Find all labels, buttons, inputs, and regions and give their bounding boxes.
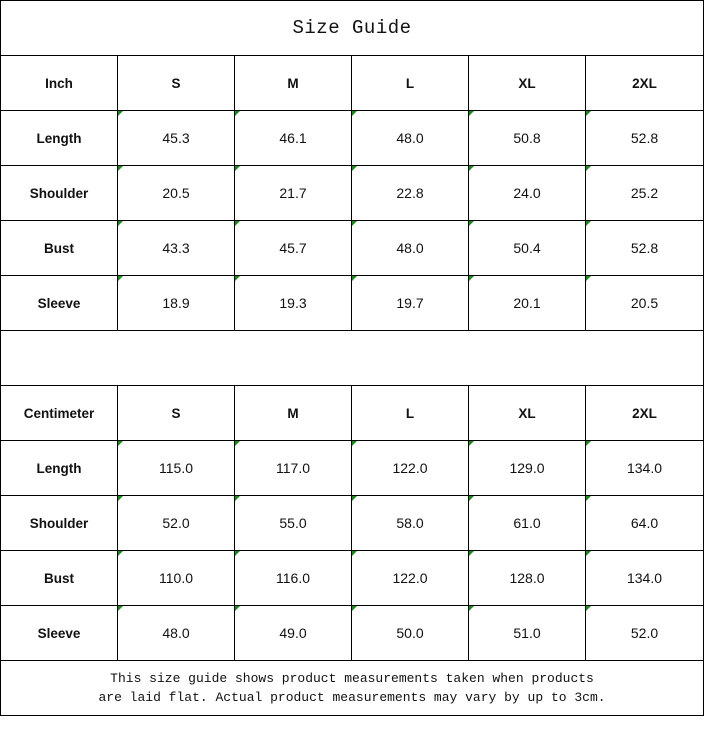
size-header: L — [351, 55, 469, 111]
row-label: Shoulder — [0, 165, 118, 221]
measurement-cell: 43.3 — [117, 220, 235, 276]
table-row: Bust 43.3 45.7 48.0 50.4 52.8 — [0, 220, 704, 276]
measurement-cell: 20.1 — [468, 275, 586, 331]
table-row: Length 115.0 117.0 122.0 129.0 134.0 — [0, 440, 704, 496]
measurement-cell: 48.0 — [351, 220, 469, 276]
note-line-2: are laid flat. Actual product measuremen… — [98, 690, 606, 705]
measurement-cell: 48.0 — [117, 605, 235, 661]
measurement-cell: 45.3 — [117, 110, 235, 166]
size-header: XL — [468, 385, 586, 441]
measurement-cell: 52.8 — [584, 220, 704, 276]
measurement-cell: 50.8 — [468, 110, 586, 166]
measurement-cell: 19.3 — [234, 275, 352, 331]
table-row: Bust 110.0 116.0 122.0 128.0 134.0 — [0, 550, 704, 606]
size-guide-title: Size Guide — [0, 0, 704, 56]
measurement-cell: 51.0 — [468, 605, 586, 661]
table-row: Length 45.3 46.1 48.0 50.8 52.8 — [0, 110, 704, 166]
measurement-cell: 122.0 — [351, 440, 469, 496]
unit-header: Inch — [0, 55, 118, 111]
size-header: S — [117, 55, 235, 111]
size-header: S — [117, 385, 235, 441]
measurement-cell: 52.0 — [117, 495, 235, 551]
measurement-cell: 116.0 — [234, 550, 352, 606]
spacer-row — [0, 330, 704, 386]
row-label: Sleeve — [0, 605, 118, 661]
measurement-cell: 122.0 — [351, 550, 469, 606]
measurement-cell: 48.0 — [351, 110, 469, 166]
measurement-cell: 52.8 — [584, 110, 704, 166]
measurement-cell: 49.0 — [234, 605, 352, 661]
table-row: Shoulder 52.0 55.0 58.0 61.0 64.0 — [0, 495, 704, 551]
measurement-cell: 64.0 — [584, 495, 704, 551]
spacer-cell — [0, 330, 704, 386]
measurement-cell: 20.5 — [117, 165, 235, 221]
note-line-1: This size guide shows product measuremen… — [110, 671, 594, 686]
row-label: Shoulder — [0, 495, 118, 551]
measurement-cell: 129.0 — [468, 440, 586, 496]
measurement-cell: 110.0 — [117, 550, 235, 606]
measurement-cell: 21.7 — [234, 165, 352, 221]
unit-header: Centimeter — [0, 385, 118, 441]
table-row: Sleeve 48.0 49.0 50.0 51.0 52.0 — [0, 605, 704, 661]
table-row: Shoulder 20.5 21.7 22.8 24.0 25.2 — [0, 165, 704, 221]
measurement-cell: 24.0 — [468, 165, 586, 221]
measurement-cell: 52.0 — [584, 605, 704, 661]
measurement-cell: 58.0 — [351, 495, 469, 551]
measurement-cell: 22.8 — [351, 165, 469, 221]
measurement-cell: 45.7 — [234, 220, 352, 276]
measurement-cell: 50.4 — [468, 220, 586, 276]
measurement-cell: 46.1 — [234, 110, 352, 166]
measurement-cell: 18.9 — [117, 275, 235, 331]
size-header: M — [234, 55, 352, 111]
row-label: Length — [0, 110, 118, 166]
measurement-cell: 55.0 — [234, 495, 352, 551]
row-label: Sleeve — [0, 275, 118, 331]
measurement-cell: 61.0 — [468, 495, 586, 551]
size-header: 2XL — [584, 55, 704, 111]
row-label: Length — [0, 440, 118, 496]
measurement-cell: 128.0 — [468, 550, 586, 606]
table-row: Sleeve 18.9 19.3 19.7 20.1 20.5 — [0, 275, 704, 331]
measurement-cell: 117.0 — [234, 440, 352, 496]
measurement-cell: 19.7 — [351, 275, 469, 331]
measurement-cell: 115.0 — [117, 440, 235, 496]
note-row: This size guide shows product measuremen… — [0, 660, 704, 716]
measurement-cell: 134.0 — [584, 550, 704, 606]
title-row: Size Guide — [0, 0, 704, 56]
size-header: XL — [468, 55, 586, 111]
size-header: 2XL — [584, 385, 704, 441]
measurement-cell: 25.2 — [584, 165, 704, 221]
header-row: Inch S M L XL 2XL — [0, 55, 704, 111]
size-header: M — [234, 385, 352, 441]
measurement-cell: 50.0 — [351, 605, 469, 661]
size-header: L — [351, 385, 469, 441]
row-label: Bust — [0, 220, 118, 276]
row-label: Bust — [0, 550, 118, 606]
size-note: This size guide shows product measuremen… — [0, 660, 704, 716]
measurement-cell: 20.5 — [584, 275, 704, 331]
header-row: Centimeter S M L XL 2XL — [0, 385, 704, 441]
measurement-cell: 134.0 — [584, 440, 704, 496]
